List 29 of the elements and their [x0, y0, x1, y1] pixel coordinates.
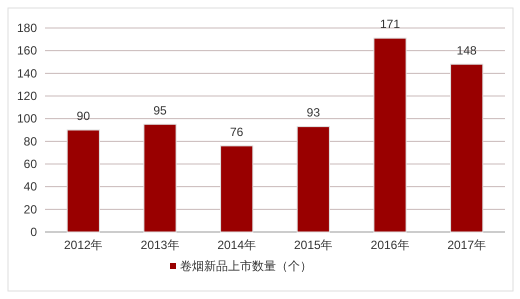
legend-label: 卷烟新品上市数量（个）	[180, 259, 312, 273]
bar	[143, 124, 177, 232]
y-tick-label: 160	[16, 44, 38, 58]
data-label: 90	[76, 109, 90, 123]
x-tick-label: 2014年	[217, 238, 256, 252]
data-label: 171	[380, 17, 400, 32]
bar	[373, 38, 407, 232]
y-tick-label: 60	[24, 157, 38, 171]
x-tick-label: 2012年	[64, 238, 103, 252]
bar	[66, 130, 100, 232]
x-tick-label: 2016年	[370, 238, 410, 252]
y-tick-label: 80	[24, 134, 38, 148]
bar	[450, 64, 484, 232]
data-label: 93	[306, 106, 320, 120]
data-label: 95	[153, 103, 167, 118]
data-label: 76	[230, 124, 244, 139]
x-tick-label: 2013年	[140, 238, 180, 252]
y-tick-label: 0	[30, 225, 38, 239]
y-tick-label: 120	[16, 89, 38, 103]
y-tick-label: 140	[16, 66, 38, 80]
y-tick-label: 180	[16, 21, 38, 35]
bar	[296, 126, 330, 232]
data-label: 148	[456, 43, 477, 58]
y-tick-label: 20	[24, 202, 38, 216]
y-tick-label: 100	[16, 112, 38, 126]
y-tick-label: 40	[24, 180, 38, 194]
x-tick-label: 2017年	[447, 238, 486, 252]
bar	[220, 145, 254, 232]
x-tick-label: 2015年	[294, 238, 333, 252]
